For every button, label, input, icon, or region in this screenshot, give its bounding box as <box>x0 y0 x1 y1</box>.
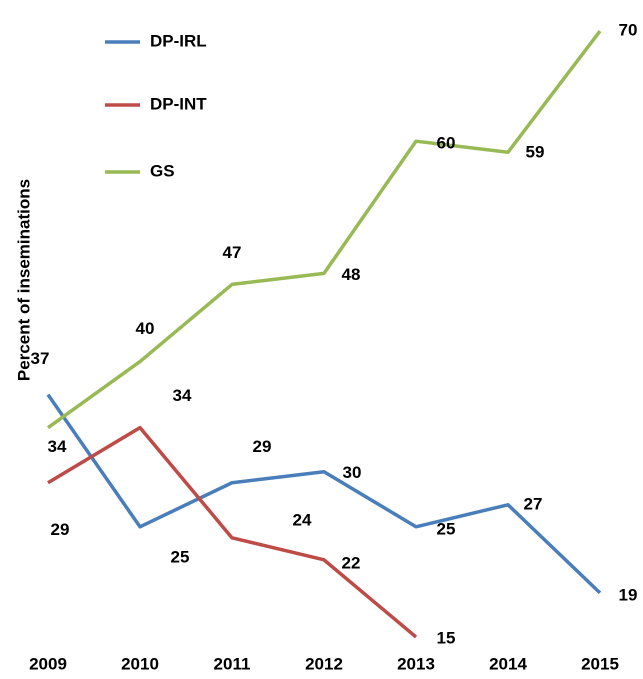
x-tick-label: 2013 <box>397 654 435 673</box>
data-label: 25 <box>437 519 456 538</box>
legend-label: DP-IRL <box>150 31 207 50</box>
data-label: 70 <box>619 21 638 40</box>
series-line <box>47 425 418 639</box>
data-label: 15 <box>437 628 456 647</box>
data-label: 27 <box>524 494 543 513</box>
data-label: 60 <box>437 134 456 153</box>
y-axis-label: Percent of inseminations <box>14 179 33 381</box>
data-label: 40 <box>136 319 155 338</box>
data-label: 19 <box>619 585 638 604</box>
x-tick-label: 2010 <box>121 654 159 673</box>
legend-label: DP-INT <box>150 94 207 113</box>
series-line <box>46 29 602 430</box>
data-label: 34 <box>173 386 192 405</box>
data-label: 59 <box>526 143 545 162</box>
x-tick-label: 2014 <box>489 654 527 673</box>
data-label: 24 <box>293 510 312 529</box>
data-label: 25 <box>171 547 190 566</box>
data-label: 34 <box>48 437 67 456</box>
data-label: 29 <box>51 520 70 539</box>
data-label: 47 <box>223 243 242 262</box>
x-tick-label: 2009 <box>29 654 67 673</box>
legend-label: GS <box>150 161 175 180</box>
data-label: 22 <box>342 553 361 572</box>
data-label: 29 <box>253 437 272 456</box>
data-label: 48 <box>342 265 361 284</box>
x-tick-label: 2012 <box>305 654 343 673</box>
data-label: 30 <box>343 463 362 482</box>
data-label: 37 <box>31 349 50 368</box>
series-line <box>46 393 602 595</box>
x-tick-label: 2015 <box>581 654 619 673</box>
x-tick-label: 2011 <box>214 654 251 673</box>
